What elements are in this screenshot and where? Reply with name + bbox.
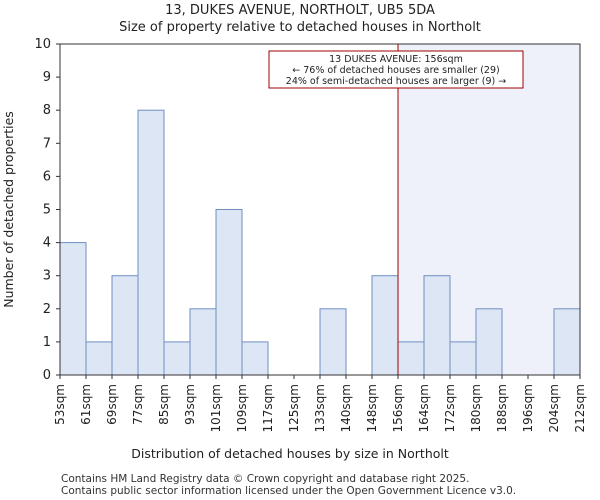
x-tick-label: 204sqm xyxy=(547,384,561,432)
x-tick-label: 125sqm xyxy=(287,384,301,432)
y-tick-label: 10 xyxy=(34,37,51,52)
x-tick-label: 93sqm xyxy=(183,384,197,425)
x-tick-label: 196sqm xyxy=(521,384,535,432)
bar-93sqm xyxy=(189,308,217,376)
x-tick-label: 140sqm xyxy=(339,384,353,432)
bar-109sqm xyxy=(241,341,269,376)
x-tick-label: 148sqm xyxy=(365,384,379,432)
x-axis-label: Distribution of detached houses by size … xyxy=(131,446,449,461)
x-tick-label: 101sqm xyxy=(209,384,223,432)
y-axis-label: Number of detached properties xyxy=(1,111,16,308)
x-tick-label: 117sqm xyxy=(261,384,275,432)
y-tick-label: 5 xyxy=(43,203,51,218)
y-tick-label: 8 xyxy=(43,103,51,118)
x-tick-label: 188sqm xyxy=(495,384,509,432)
x-tick-label: 53sqm xyxy=(53,384,67,425)
y-tick-label: 3 xyxy=(43,269,51,284)
y-tick-label: 4 xyxy=(43,236,51,251)
annotation-box xyxy=(268,50,524,89)
y-tick-label: 2 xyxy=(43,302,51,317)
x-tick-label: 180sqm xyxy=(469,384,483,432)
bar-85sqm xyxy=(163,341,191,376)
x-tick-label: 85sqm xyxy=(157,384,171,425)
bar-148sqm xyxy=(371,275,399,376)
x-tick-label: 61sqm xyxy=(79,384,93,425)
x-tick-label: 212sqm xyxy=(573,384,587,432)
x-tick-label: 172sqm xyxy=(443,384,457,432)
bar-180sqm xyxy=(475,308,503,376)
y-tick-label: 9 xyxy=(43,70,51,85)
bar-164sqm xyxy=(423,275,451,376)
bar-204sqm xyxy=(553,308,581,376)
x-tick-label: 133sqm xyxy=(313,384,327,432)
x-tick-label: 77sqm xyxy=(131,384,145,425)
bar-133sqm xyxy=(319,308,347,376)
x-tick-label: 69sqm xyxy=(105,384,119,425)
annotation-line: 24% of semi-detached houses are larger (… xyxy=(286,76,506,87)
bar-77sqm xyxy=(137,109,165,376)
bar-69sqm xyxy=(111,275,139,376)
bar-101sqm xyxy=(215,209,243,376)
y-tick-label: 6 xyxy=(43,169,51,184)
chart-subtitle: Size of property relative to detached ho… xyxy=(119,20,481,35)
bar-53sqm xyxy=(59,242,87,376)
bar-156sqm xyxy=(397,341,425,376)
x-tick-label: 109sqm xyxy=(235,384,249,432)
footer-copyright: Contains HM Land Registry data © Crown c… xyxy=(61,473,470,485)
y-tick-label: 1 xyxy=(43,335,51,350)
chart-title: 13, DUKES AVENUE, NORTHOLT, UB5 5DA xyxy=(165,3,435,18)
x-tick-label: 164sqm xyxy=(417,384,431,432)
x-tick-label: 156sqm xyxy=(391,384,405,432)
y-tick-label: 0 xyxy=(43,368,51,383)
annotation-line: ← 76% of detached houses are smaller (29… xyxy=(292,65,499,76)
y-tick-label: 7 xyxy=(43,136,51,151)
footer-licence: Contains public sector information licen… xyxy=(61,485,517,497)
bar-172sqm xyxy=(449,341,477,376)
annotation-line: 13 DUKES AVENUE: 156sqm xyxy=(329,54,463,65)
bar-61sqm xyxy=(85,341,113,376)
